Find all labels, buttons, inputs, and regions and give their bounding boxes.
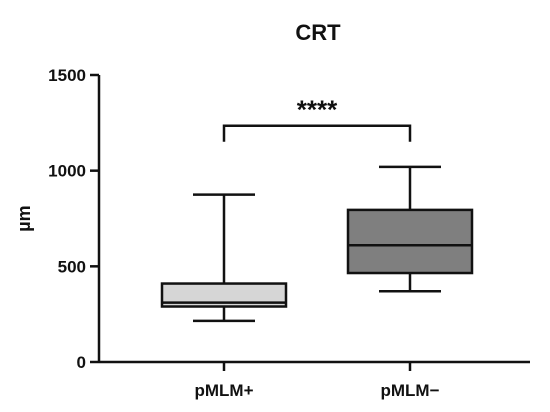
x-tick-label: pMLM−	[380, 381, 439, 400]
y-tick-label: 1500	[48, 66, 86, 85]
y-axis: 0 500 1000 1500	[48, 66, 101, 372]
iqr-box	[346, 208, 474, 275]
iqr-box	[160, 282, 288, 308]
significance-annotation: ****	[222, 95, 412, 142]
y-tick-label: 500	[58, 257, 86, 276]
y-tick-label: 1000	[48, 162, 86, 181]
significance-label: ****	[297, 95, 338, 125]
chart-title: CRT	[295, 20, 341, 45]
box-pmlm-minus	[346, 165, 474, 293]
significance-bracket	[222, 124, 412, 142]
x-axis: pMLM+ pMLM−	[99, 360, 530, 400]
boxes	[160, 165, 474, 323]
box-pmlm-plus	[160, 193, 288, 323]
x-tick-label: pMLM+	[194, 381, 253, 400]
y-axis-title: µm	[14, 205, 34, 231]
y-tick-label: 0	[77, 353, 86, 372]
